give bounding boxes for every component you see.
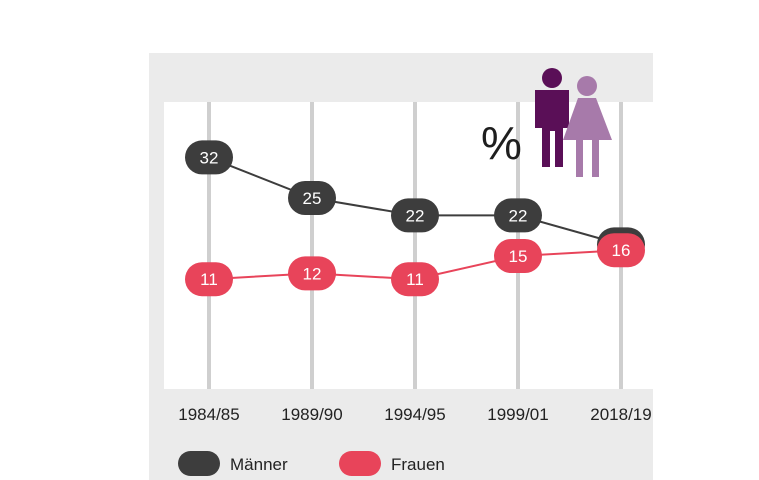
data-label: 16 (612, 241, 631, 260)
x-tick-label: 1994/95 (384, 405, 445, 424)
data-label: 22 (406, 206, 425, 225)
data-point-marker (185, 140, 233, 175)
legend-swatch-frauen (339, 451, 381, 476)
data-point-marker (288, 256, 336, 291)
data-point-marker (391, 198, 439, 233)
x-tick-label: 1989/90 (281, 405, 342, 424)
data-label: 15 (509, 247, 528, 266)
legend-label-frauen: Frauen (391, 455, 445, 474)
data-label: 32 (200, 148, 219, 167)
data-label: 12 (303, 264, 322, 283)
data-point-marker (494, 198, 542, 233)
legend: Männer Frauen (178, 451, 445, 476)
x-axis-labels: 1984/85 1989/90 1994/95 1999/01 2018/19 (178, 405, 651, 424)
data-point-marker (185, 262, 233, 297)
legend-swatch-maenner (178, 451, 220, 476)
man-woman-icon (535, 68, 612, 177)
data-label: 22 (509, 206, 528, 225)
data-label: 11 (200, 270, 218, 289)
man-icon (535, 68, 569, 167)
data-point-marker (288, 181, 336, 215)
x-tick-label: 2018/19 (590, 405, 651, 424)
data-label: 25 (303, 189, 322, 208)
woman-icon (563, 76, 612, 177)
percent-symbol: % (481, 117, 522, 169)
x-tick-label: 1984/85 (178, 405, 239, 424)
x-tick-label: 1999/01 (487, 405, 548, 424)
data-points: 32252222171112111516 (185, 140, 645, 297)
legend-label-maenner: Männer (230, 455, 288, 474)
data-point-marker (597, 233, 645, 268)
data-label: 11 (406, 270, 424, 289)
data-point-marker (391, 262, 439, 297)
data-point-marker (494, 239, 542, 273)
